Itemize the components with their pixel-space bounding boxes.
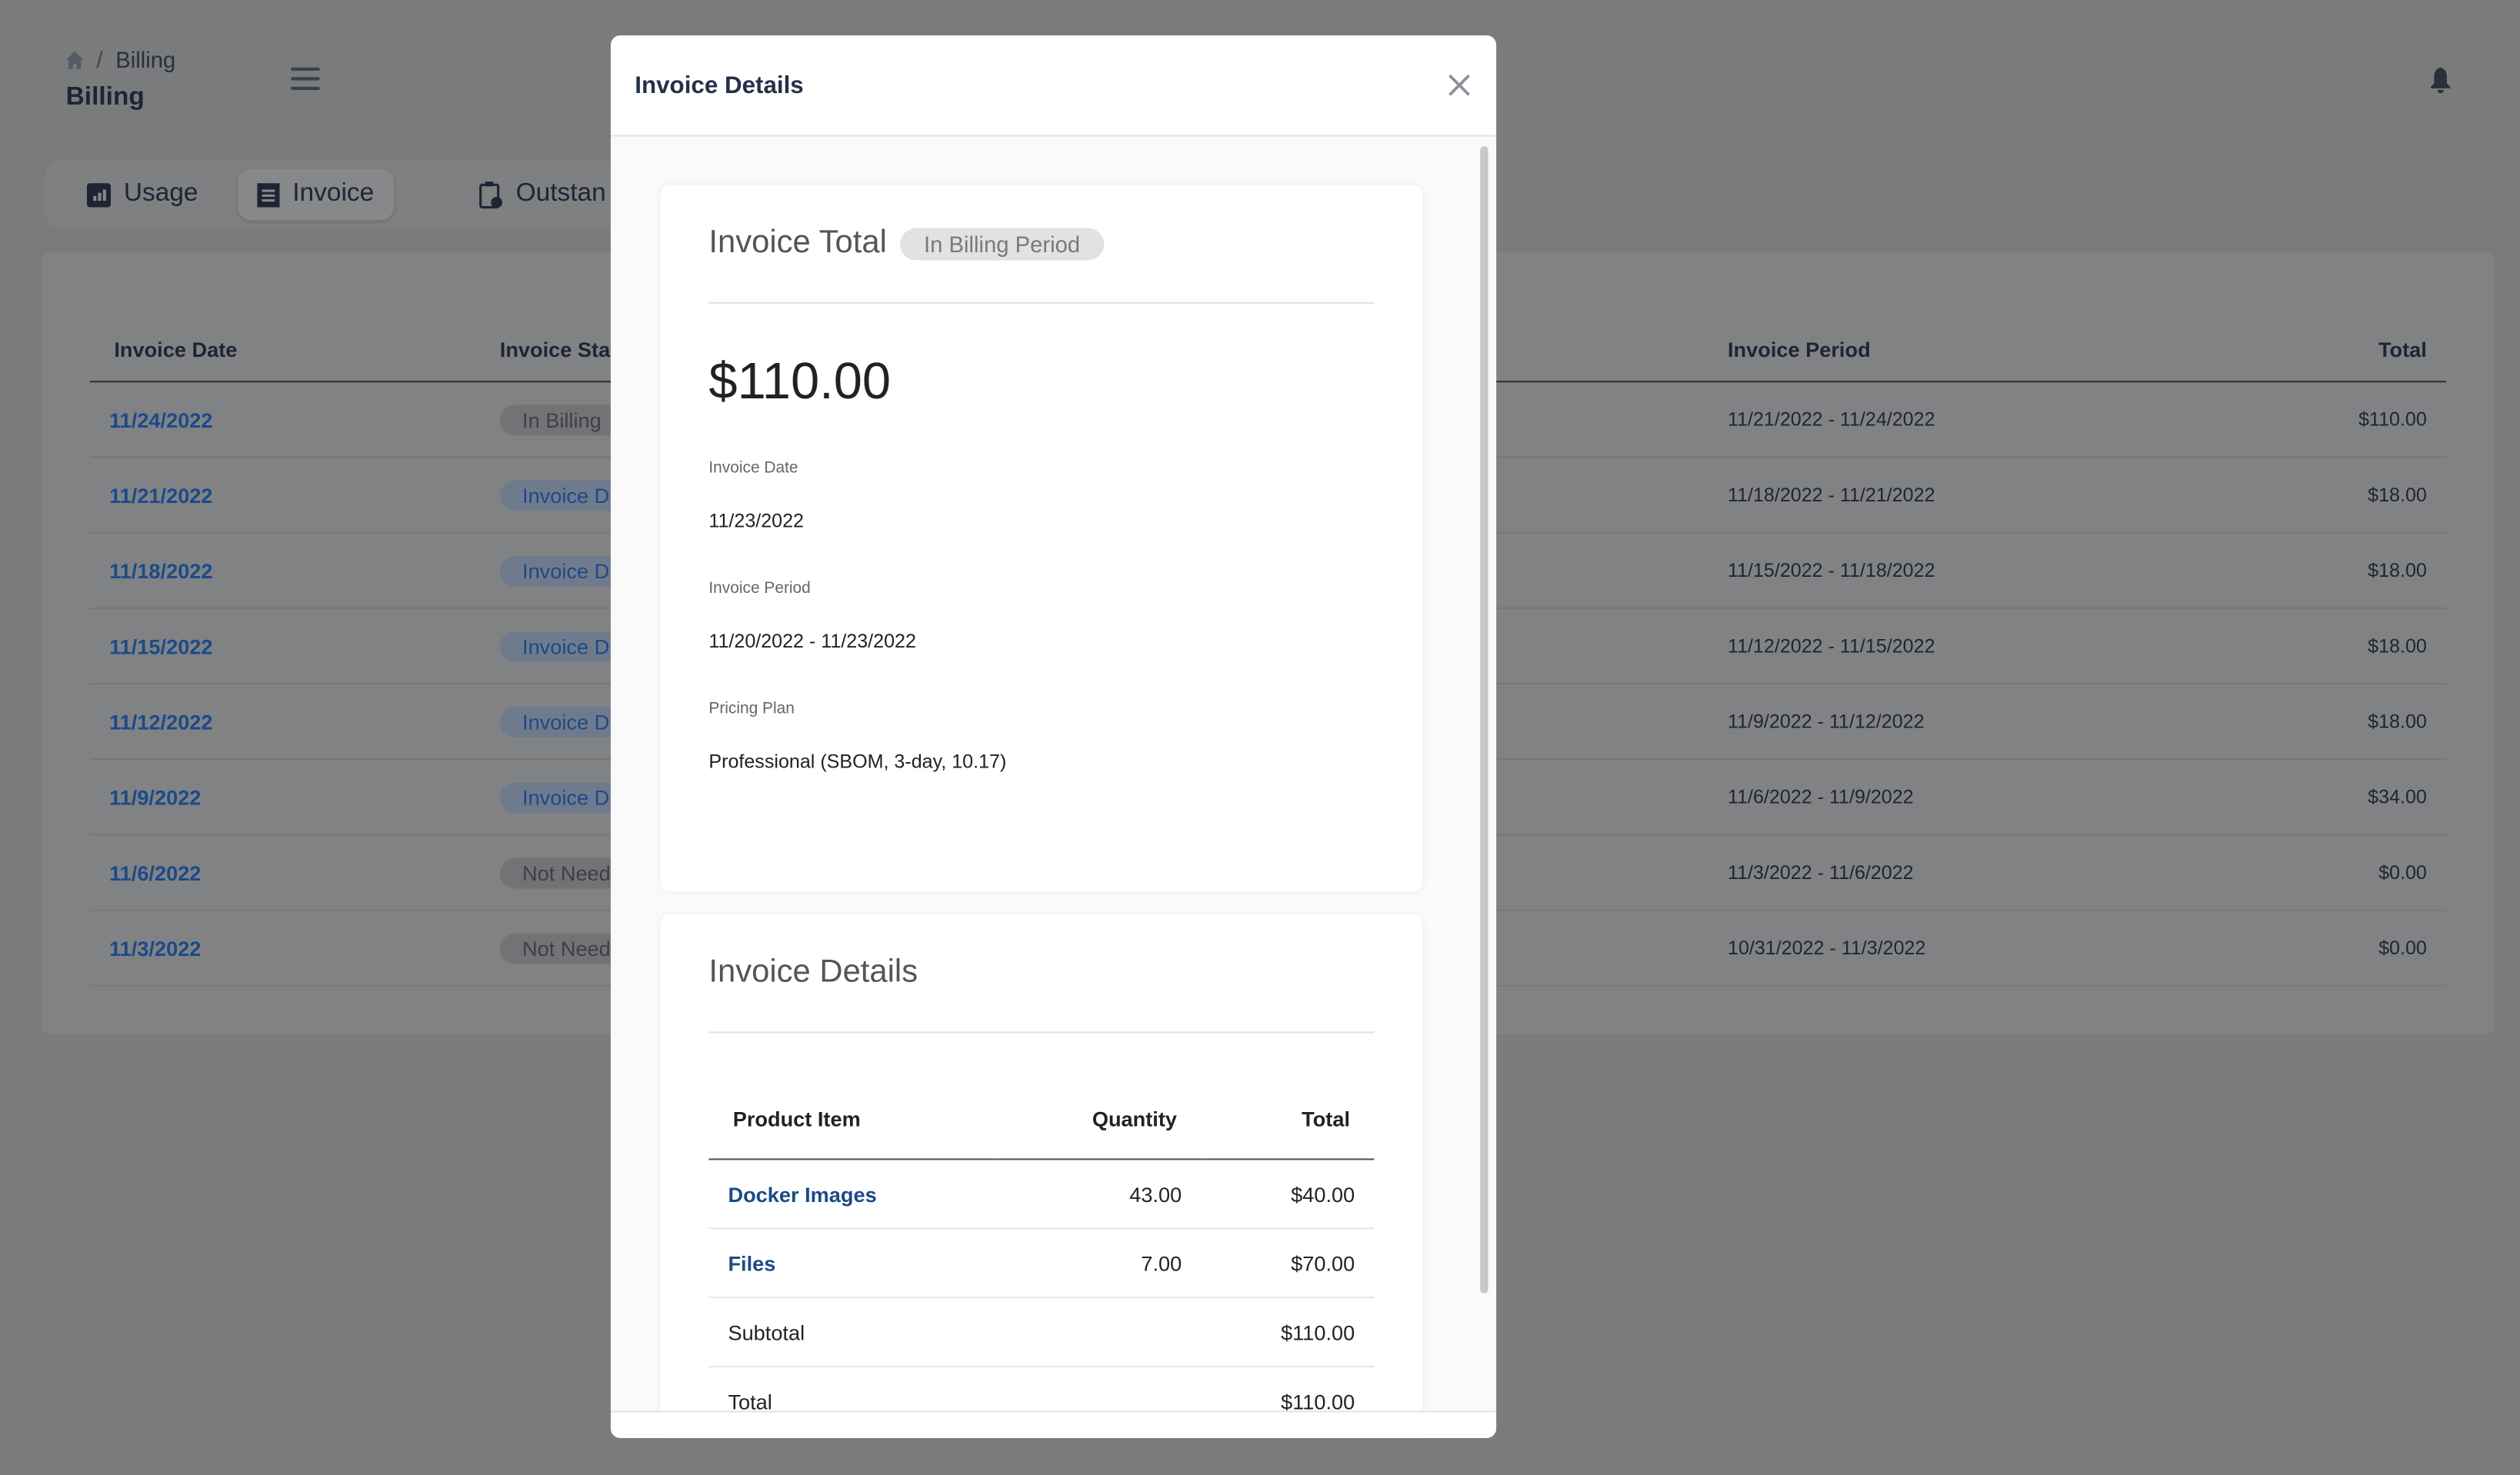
receipt-icon xyxy=(257,182,280,207)
invoice-amount: $110.00 xyxy=(708,351,892,410)
status-badge: Invoice D xyxy=(499,781,632,813)
col-product-item: Product Item xyxy=(708,1077,997,1160)
tab-usage[interactable]: Usage xyxy=(68,168,218,220)
invoice-period: 11/6/2022 - 11/9/2022 xyxy=(1708,759,2223,836)
status-badge: Invoice D xyxy=(499,554,632,586)
close-icon[interactable] xyxy=(1446,72,1472,98)
product-link[interactable]: Files xyxy=(728,1250,776,1275)
invoice-period: 11/9/2022 - 11/12/2022 xyxy=(1708,683,2223,761)
invoice-date-link[interactable]: 11/18/2022 xyxy=(109,558,213,583)
bar-chart-icon xyxy=(86,182,112,207)
invoice-date-link[interactable]: 11/3/2022 xyxy=(109,936,202,961)
subtotal-label: Subtotal xyxy=(708,1297,997,1367)
invoice-total: $0.00 xyxy=(2222,834,2446,911)
invoice-total: $110.00 xyxy=(2222,381,2446,458)
modal-title: Invoice Details xyxy=(635,71,804,99)
quantity: 43.00 xyxy=(996,1159,1202,1230)
col-quantity: Quantity xyxy=(996,1077,1202,1160)
subtotal-row: Subtotal $110.00 xyxy=(708,1297,1375,1367)
product-link[interactable]: Docker Images xyxy=(728,1181,877,1207)
col-total: Total xyxy=(1201,1077,1375,1160)
bell-icon[interactable] xyxy=(2428,67,2452,102)
status-badge: Invoice D xyxy=(499,631,632,661)
invoice-date-link[interactable]: 11/21/2022 xyxy=(109,482,213,508)
invoice-details-modal: Invoice Details Invoice Total In Billing … xyxy=(610,35,1497,1438)
item-total: $70.00 xyxy=(1201,1228,1375,1299)
invoice-period: 10/31/2022 - 11/3/2022 xyxy=(1708,910,2223,987)
hamburger-menu-icon[interactable] xyxy=(291,67,320,97)
tab-invoice[interactable]: Invoice xyxy=(238,168,394,221)
item-total: $40.00 xyxy=(1201,1159,1375,1230)
field-label: Invoice Period xyxy=(708,580,811,598)
product-table: Product Item Quantity Total Docker Image… xyxy=(708,1077,1375,1437)
status-badge: In Billing xyxy=(499,404,624,435)
section-heading: Invoice Total xyxy=(708,225,887,261)
breadcrumb-billing[interactable]: Billing xyxy=(115,46,176,73)
invoice-date-link[interactable]: 11/6/2022 xyxy=(109,860,202,885)
page-title: Billing xyxy=(65,83,145,112)
invoice-total: $18.00 xyxy=(2222,532,2446,609)
status-badge: In Billing Period xyxy=(899,227,1105,260)
invoice-total: $18.00 xyxy=(2222,683,2446,761)
col-total[interactable]: Total xyxy=(2222,316,2446,383)
modal-footer xyxy=(610,1410,1497,1438)
field-value: Professional (SBOM, 3-day, 10.17) xyxy=(708,750,1007,773)
modal-body: Invoice Total In Billing Period $110.00 I… xyxy=(610,136,1497,1438)
invoice-total: $0.00 xyxy=(2222,910,2446,987)
status-badge: Invoice D xyxy=(499,479,632,511)
invoice-total: $18.00 xyxy=(2222,608,2446,685)
invoice-period: 11/21/2022 - 11/24/2022 xyxy=(1708,381,2223,458)
col-invoice-date[interactable]: Invoice Date xyxy=(90,316,481,383)
invoice-total: $18.00 xyxy=(2222,457,2446,534)
scrollbar[interactable] xyxy=(1480,146,1488,1294)
invoice-period: 11/15/2022 - 11/18/2022 xyxy=(1708,532,2223,609)
breadcrumb: / Billing xyxy=(65,46,176,73)
invoice-date-link[interactable]: 11/24/2022 xyxy=(109,407,213,431)
tab-bar: Usage Invoice Outstan xyxy=(45,160,688,228)
section-heading: Invoice Details xyxy=(708,954,918,991)
invoice-total: $34.00 xyxy=(2222,759,2446,836)
product-row: Docker Images 43.00 $40.00 xyxy=(708,1159,1375,1230)
status-badge: Invoice D xyxy=(499,706,632,737)
invoice-date-link[interactable]: 11/15/2022 xyxy=(109,634,213,658)
clipboard-clock-icon xyxy=(479,181,502,208)
subtotal-value: $110.00 xyxy=(1201,1297,1375,1367)
tab-outstanding[interactable]: Outstan xyxy=(460,168,625,220)
quantity: 7.00 xyxy=(996,1228,1202,1299)
col-invoice-period[interactable]: Invoice Period xyxy=(1708,316,2223,383)
invoice-period: 11/18/2022 - 11/21/2022 xyxy=(1708,457,2223,534)
invoice-date-link[interactable]: 11/9/2022 xyxy=(109,784,202,809)
invoice-period: 11/12/2022 - 11/15/2022 xyxy=(1708,608,2223,685)
invoice-total-section: Invoice Total In Billing Period $110.00 I… xyxy=(660,185,1423,892)
field-label: Invoice Date xyxy=(708,459,798,478)
product-row: Files 7.00 $70.00 xyxy=(708,1228,1375,1299)
field-value: 11/23/2022 xyxy=(708,509,805,532)
invoice-date-link[interactable]: 11/12/2022 xyxy=(109,709,213,734)
invoice-period: 11/3/2022 - 11/6/2022 xyxy=(1708,834,2223,911)
home-icon[interactable] xyxy=(65,50,84,68)
invoice-details-section: Invoice Details Product Item Quantity To… xyxy=(660,914,1423,1438)
field-label: Pricing Plan xyxy=(708,700,795,718)
invoice-table-card: Invoice Date Invoice Sta Invoice Period … xyxy=(42,252,2495,1035)
field-value: 11/20/2022 - 11/23/2022 xyxy=(708,630,916,653)
invoice-table: Invoice Date Invoice Sta Invoice Period … xyxy=(90,316,2446,987)
